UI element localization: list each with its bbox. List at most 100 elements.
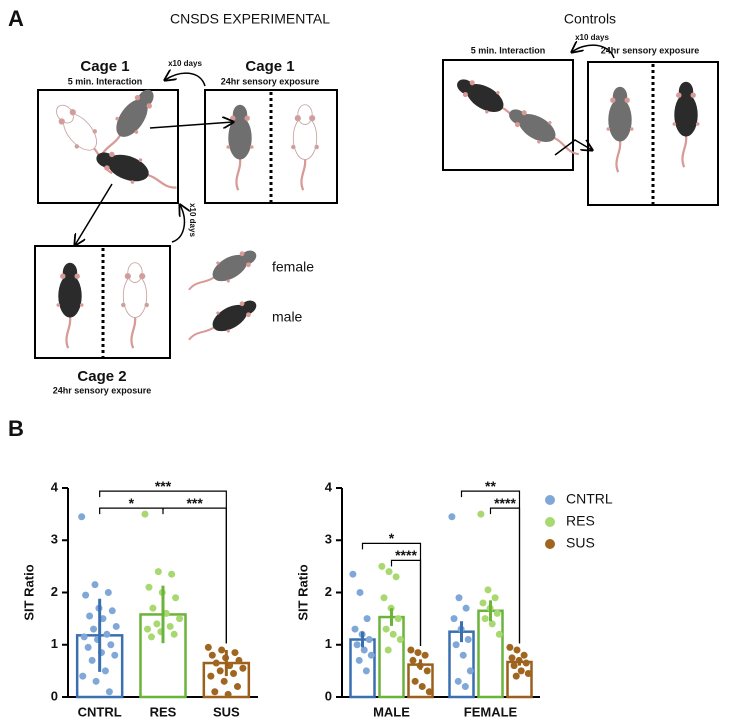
data-point [176, 615, 184, 623]
arrow [572, 45, 615, 59]
repeat-label: x10 days [188, 203, 197, 237]
data-point [235, 656, 243, 664]
mouse-male [182, 291, 263, 353]
significance-bracket [99, 490, 227, 644]
data-point [144, 625, 152, 633]
data-point [79, 672, 87, 680]
data-point [452, 641, 460, 649]
y-tick-label: 4 [51, 479, 59, 494]
significance-label: *** [186, 495, 203, 511]
data-point [479, 599, 487, 607]
data-point [508, 654, 516, 662]
data-point [512, 672, 520, 680]
cage-subtitle: 24hr sensory exposure [221, 76, 320, 86]
data-point [378, 562, 386, 570]
repeat-label: x10 days [168, 59, 202, 68]
significance-label: **** [494, 495, 516, 511]
data-point [491, 594, 499, 602]
panel-label: A [8, 6, 24, 31]
mouse-female [605, 85, 635, 174]
significance-label: * [389, 530, 395, 546]
cage [442, 59, 574, 171]
cage-title: Cage 1 [80, 58, 129, 75]
y-tick-label: 1 [51, 636, 58, 651]
x-tick-label: FEMALE [464, 704, 518, 719]
panel-label: B [8, 416, 24, 441]
data-point [103, 630, 111, 638]
significance-label: ** [485, 478, 496, 494]
data-point [481, 615, 489, 623]
data-point [170, 630, 178, 638]
data-point [233, 683, 241, 691]
y-tick-label: 0 [51, 688, 58, 703]
cage-subtitle: 5 min. Interaction [471, 45, 546, 55]
legend-label: CNTRL [566, 491, 613, 507]
mouse-female [182, 241, 263, 303]
data-point [355, 656, 363, 664]
data-point [448, 513, 456, 521]
data-point [231, 649, 239, 657]
significance-label: **** [395, 547, 417, 563]
significance-bracket [489, 507, 521, 644]
arrow [165, 73, 206, 87]
data-point [168, 570, 176, 578]
arrow [171, 205, 184, 243]
data-point [351, 625, 359, 633]
data-point [220, 677, 228, 685]
data-point [104, 589, 112, 596]
data-point [212, 659, 220, 667]
y-tick-label: 0 [325, 688, 332, 703]
arrow [149, 122, 233, 129]
data-point [208, 651, 216, 659]
data-point [224, 690, 232, 698]
arrow [554, 139, 592, 156]
data-point [90, 625, 98, 633]
data-point [461, 683, 469, 691]
data-point [218, 646, 226, 654]
data-point [418, 683, 426, 691]
data-point [464, 636, 472, 644]
legend-marker [545, 517, 555, 527]
data-point [454, 677, 462, 685]
cage-subtitle: 24hr sensory exposure [601, 45, 700, 55]
data-point [239, 664, 247, 672]
data-point [380, 594, 388, 602]
data-point [513, 646, 521, 654]
mouse-male [55, 261, 85, 350]
legend-label: RES [566, 513, 595, 529]
data-point [520, 651, 528, 659]
cage-subtitle: 5 min. Interaction [68, 76, 143, 86]
legend-label: female [272, 259, 314, 275]
data-point [365, 636, 373, 644]
data-point [360, 646, 368, 654]
data-point [154, 568, 162, 576]
data-point [92, 677, 100, 685]
data-point [382, 625, 390, 633]
data-point [363, 615, 371, 623]
y-tick-label: 2 [325, 584, 332, 599]
mouse-white [290, 103, 320, 192]
data-point [414, 649, 422, 657]
data-point [153, 620, 161, 628]
data-point [459, 651, 467, 659]
significance-bracket [390, 559, 422, 646]
data-point [349, 570, 357, 578]
data-point [385, 568, 393, 576]
mouse-male [90, 142, 183, 200]
data-point [78, 513, 86, 521]
mouse-male [671, 80, 701, 169]
data-point [111, 651, 119, 659]
y-tick-label: 1 [325, 636, 332, 651]
x-tick-label: SUS [213, 704, 240, 719]
section-title: Controls [564, 11, 616, 27]
data-point [207, 672, 215, 680]
data-point [86, 612, 94, 620]
data-point [517, 667, 525, 675]
data-point [88, 656, 96, 664]
data-point [353, 641, 361, 649]
cage [587, 61, 719, 206]
data-point [101, 667, 109, 675]
mouse-female [225, 103, 255, 192]
data-point [396, 636, 404, 644]
data-point [488, 620, 496, 628]
